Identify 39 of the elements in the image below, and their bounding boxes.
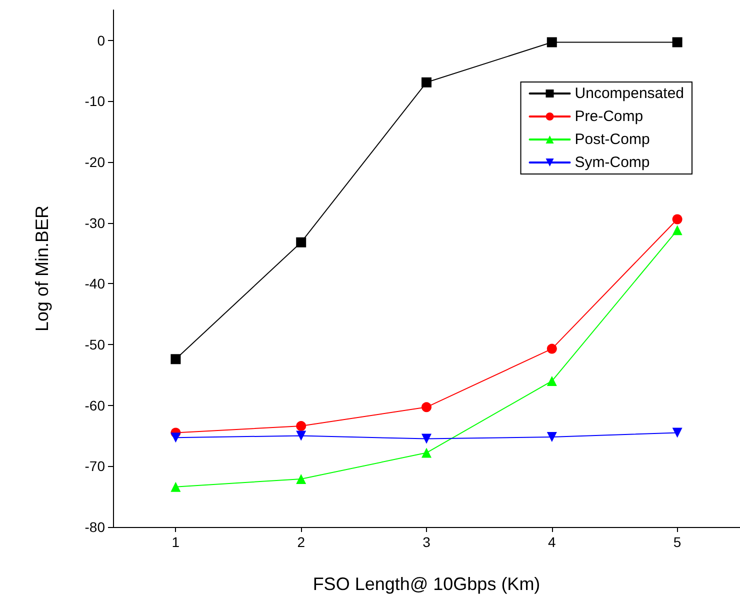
y-tick-label: 0 [97,32,106,48]
y-tick-label: -40 [84,276,106,292]
point [672,225,682,236]
point [422,402,432,412]
x-tick-label: 1 [172,534,180,550]
y-tick-label: -70 [84,458,106,474]
point [296,421,306,432]
y-tick-label: -10 [84,93,106,110]
point [170,432,181,443]
legend-label: Uncompensated [574,85,684,102]
y-axis-title: Log of Min.BER [32,205,52,332]
point [170,354,181,364]
point [296,430,306,441]
point [672,428,682,438]
x-axis-title: FSO Length@ 10Gbps (Km) [312,574,540,594]
point [546,344,557,354]
point [672,214,682,224]
legend-label: Pre-Comp [574,108,644,125]
point [546,376,557,386]
legend-label: Sym-Comp [574,154,650,171]
legend-label: Post-Comp [574,131,650,148]
y-tick-label: -50 [84,336,106,353]
x-tick-label: 3 [422,534,431,550]
point [296,237,306,248]
point [422,434,432,444]
point [546,37,557,48]
y-tick-label: -30 [84,214,106,231]
point [422,448,432,458]
point [546,432,557,442]
x-tick-label: 2 [297,534,306,550]
point [170,482,181,492]
y-tick-label: -20 [84,154,106,170]
x-tick-label: 5 [673,534,682,550]
point [422,77,432,88]
y-tick-label: -60 [84,397,106,414]
point [296,474,306,484]
x-tick-label: 4 [548,534,556,550]
point [672,37,682,48]
y-tick-label: -80 [84,519,106,535]
